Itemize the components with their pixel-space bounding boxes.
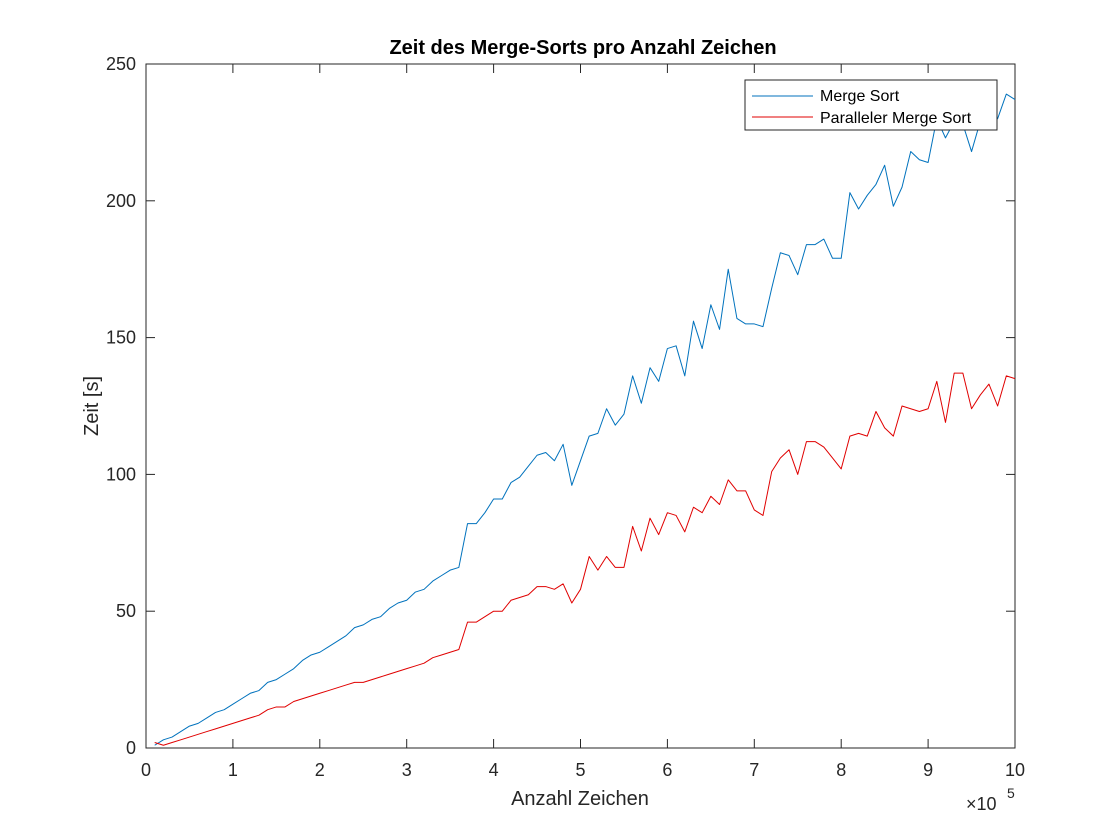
series-group bbox=[154, 93, 1016, 746]
x-tick-label: 10 bbox=[1005, 760, 1025, 780]
y-tick-label: 0 bbox=[126, 738, 136, 758]
x-exponent-base: ×10 bbox=[966, 794, 997, 814]
x-tick-label: 3 bbox=[402, 760, 412, 780]
x-tick-label: 7 bbox=[749, 760, 759, 780]
axes-box bbox=[145, 63, 1016, 749]
x-exponent-power: 5 bbox=[1007, 785, 1015, 801]
chart-title: Zeit des Merge-Sorts pro Anzahl Zeichen bbox=[389, 37, 776, 59]
x-tick-label: 5 bbox=[575, 760, 585, 780]
y-axis-label: Zeit [s] bbox=[81, 376, 103, 436]
x-tick-label: 1 bbox=[228, 760, 238, 780]
y-tick-label: 250 bbox=[106, 54, 136, 74]
x-exponent: ×10 5 bbox=[966, 785, 1015, 814]
legend-label-merge-sort: Merge Sort bbox=[820, 88, 900, 105]
y-tick-label: 200 bbox=[106, 191, 136, 211]
legend-box bbox=[744, 79, 998, 131]
x-tick-label: 4 bbox=[489, 760, 499, 780]
x-tick-label: 9 bbox=[923, 760, 933, 780]
x-tick-label: 2 bbox=[315, 760, 325, 780]
y-tick-label: 100 bbox=[106, 464, 136, 484]
y-tick-label: 150 bbox=[106, 328, 136, 348]
x-axis-label: Anzahl Zeichen bbox=[511, 788, 649, 810]
legend-label-paralleler-merge-sort: Paralleler Merge Sort bbox=[820, 110, 972, 127]
series-line-paralleler-merge-sort bbox=[154, 372, 1016, 746]
series-line-merge-sort bbox=[154, 93, 1016, 746]
x-tick-label: 8 bbox=[836, 760, 846, 780]
legend: Merge Sort Paralleler Merge Sort bbox=[744, 79, 998, 131]
x-tick-label: 0 bbox=[141, 760, 151, 780]
x-tick-label: 6 bbox=[662, 760, 672, 780]
y-tick-label: 50 bbox=[116, 601, 136, 621]
